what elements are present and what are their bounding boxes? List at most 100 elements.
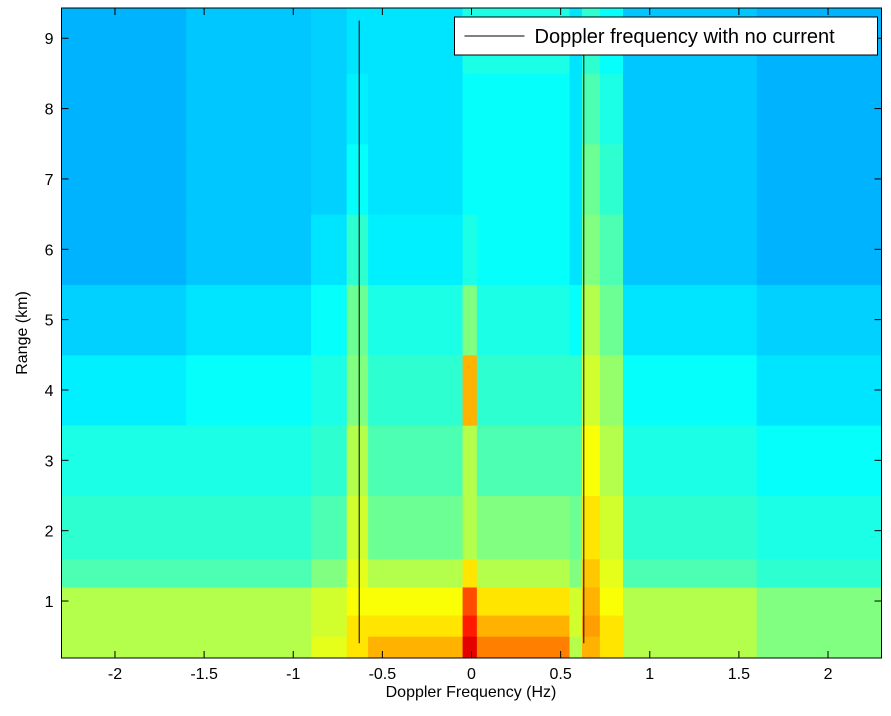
heat-cell xyxy=(186,214,312,285)
x-axis-label: Doppler Frequency (Hz) xyxy=(386,684,557,701)
heat-cell xyxy=(311,284,348,356)
heat-cell xyxy=(186,558,312,588)
heat-cell xyxy=(569,615,583,637)
heat-cell xyxy=(569,636,583,659)
heat-cell xyxy=(756,495,882,560)
heat-cell xyxy=(346,495,369,560)
heat-cell xyxy=(756,214,882,285)
heat-cell xyxy=(368,636,464,659)
heat-cell xyxy=(61,495,187,560)
heat-cell xyxy=(346,354,369,426)
heat-cell xyxy=(462,143,478,215)
heat-cell xyxy=(311,586,348,616)
heat-cell xyxy=(623,636,758,659)
heat-cell xyxy=(582,214,601,285)
heat-cell xyxy=(61,615,187,637)
heat-cell xyxy=(476,586,571,616)
heat-cell xyxy=(61,284,187,356)
heat-cell xyxy=(346,8,369,74)
heat-cell xyxy=(582,636,601,659)
heat-cell xyxy=(462,615,478,637)
heat-cell xyxy=(756,354,882,426)
heat-cell xyxy=(311,425,348,496)
heat-cell xyxy=(476,284,571,356)
heat-cell xyxy=(61,143,187,215)
heat-cell xyxy=(599,636,624,659)
heat-cell xyxy=(186,354,312,426)
heat-cell xyxy=(346,214,369,285)
heat-cell xyxy=(61,425,187,496)
heat-cell xyxy=(599,354,624,426)
heat-cell xyxy=(476,354,571,426)
heat-cell xyxy=(311,143,348,215)
x-tick-label: 0 xyxy=(467,666,476,683)
heat-cell xyxy=(186,425,312,496)
heat-cell xyxy=(623,615,758,637)
heat-cell xyxy=(186,615,312,637)
heat-cell xyxy=(599,495,624,560)
heat-cell xyxy=(346,586,369,616)
heat-cell xyxy=(61,636,187,659)
heat-cell xyxy=(623,284,758,356)
heat-cell xyxy=(476,615,571,637)
heat-cell xyxy=(623,495,758,560)
legend: Doppler frequency with no current xyxy=(454,16,878,56)
heat-cell xyxy=(346,143,369,215)
heat-cell xyxy=(311,495,348,560)
heat-cell xyxy=(569,558,583,588)
heat-cell xyxy=(569,354,583,426)
heat-cell xyxy=(368,8,464,74)
y-tick-label: 6 xyxy=(45,242,54,259)
heat-cell xyxy=(582,425,601,496)
heat-cell xyxy=(346,636,369,659)
heat-cell xyxy=(368,586,464,616)
heat-cell xyxy=(582,354,601,426)
heat-cell xyxy=(582,284,601,356)
heat-cell xyxy=(186,284,312,356)
heat-cell xyxy=(368,558,464,588)
heat-cell xyxy=(582,586,601,616)
heat-cell xyxy=(569,284,583,356)
heat-cell xyxy=(476,143,571,215)
heat-cell xyxy=(623,586,758,616)
y-axis-label: Range (km) xyxy=(14,291,31,375)
heat-cell xyxy=(61,8,187,74)
heat-cell xyxy=(476,495,571,560)
y-tick-label: 5 xyxy=(45,313,54,330)
heat-cell xyxy=(756,558,882,588)
heat-cell xyxy=(368,495,464,560)
heat-cell xyxy=(462,425,478,496)
heat-cell xyxy=(186,143,312,215)
heat-cell xyxy=(569,143,583,215)
heat-cell xyxy=(186,73,312,145)
heat-cell xyxy=(311,615,348,637)
heat-cell xyxy=(569,495,583,560)
y-tick-label: 2 xyxy=(45,524,54,541)
heat-cell xyxy=(186,586,312,616)
x-tick-label: 2 xyxy=(824,666,833,683)
x-tick-label: -1 xyxy=(286,666,300,683)
heat-cell xyxy=(311,73,348,145)
heat-cell xyxy=(569,214,583,285)
heat-cell xyxy=(582,143,601,215)
heat-cell xyxy=(346,615,369,637)
heat-cell xyxy=(368,143,464,215)
heat-cell xyxy=(623,425,758,496)
heat-cell xyxy=(311,354,348,426)
heat-cell xyxy=(346,73,369,145)
heat-cell xyxy=(476,73,571,145)
heat-cell xyxy=(599,558,624,588)
heat-cell xyxy=(623,214,758,285)
heat-cell xyxy=(756,615,882,637)
x-tick-label: -1.5 xyxy=(190,666,218,683)
heat-cell xyxy=(476,558,571,588)
heat-cell xyxy=(569,73,583,145)
heat-cell xyxy=(623,558,758,588)
heat-cell xyxy=(756,586,882,616)
heat-cell xyxy=(756,73,882,145)
y-tick-label: 9 xyxy=(45,31,54,48)
heat-cell xyxy=(599,214,624,285)
heat-cell xyxy=(346,284,369,356)
heat-cell xyxy=(599,586,624,616)
